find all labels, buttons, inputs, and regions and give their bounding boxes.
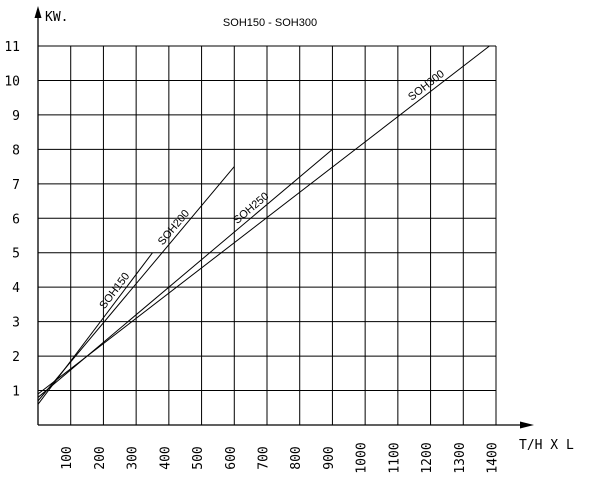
- y-axis-arrow: [34, 6, 42, 18]
- y-tick-label-8: 8: [12, 143, 20, 158]
- x-tick-label-500: 500: [191, 446, 206, 469]
- x-tick-label-100: 100: [60, 446, 75, 469]
- x-axis-arrow: [520, 421, 534, 429]
- tick-labels: 1 2 3 4 5 6 7 8 9 10 11 100 200 300 400 500 600 700 800 900…: [4, 40, 500, 474]
- x-tick-label-1100: 1100: [387, 442, 402, 473]
- series-label-soh200: SOH200: [156, 208, 192, 248]
- grid: [38, 45, 497, 425]
- x-tick-label-1200: 1200: [420, 442, 435, 473]
- series-label-soh150: SOH150: [97, 271, 132, 312]
- x-tick-label-600: 600: [224, 446, 239, 469]
- series-label-soh250: SOH250: [231, 190, 271, 226]
- y-tick-label-7: 7: [12, 178, 20, 193]
- y-tick-label-9: 9: [12, 109, 20, 124]
- x-tick-label-900: 900: [322, 446, 337, 469]
- x-tick-label-300: 300: [126, 446, 141, 469]
- y-tick-label-3: 3: [12, 316, 20, 331]
- y-tick-label-4: 4: [12, 281, 20, 296]
- y-axis-label: KW.: [45, 10, 68, 25]
- y-tick-label-1: 1: [12, 385, 20, 400]
- y-tick-label-11: 11: [4, 40, 20, 55]
- labels: SOH150 - SOH300 KW. T/H X L: [45, 10, 574, 453]
- y-tick-label-2: 2: [12, 350, 20, 365]
- chart-title: SOH150 - SOH300: [223, 17, 317, 29]
- series-line-soh300: [37, 45, 490, 395]
- x-tick-label-1300: 1300: [453, 442, 468, 473]
- series-lines: SOH150 SOH200 SOH250 SOH300: [37, 45, 490, 405]
- axes: [34, 6, 534, 429]
- series-label-soh300: SOH300: [406, 68, 447, 103]
- x-tick-label-400: 400: [158, 446, 173, 469]
- x-axis-label: T/H X L: [519, 438, 574, 453]
- y-tick-label-10: 10: [4, 74, 20, 89]
- x-tick-label-1400: 1400: [486, 442, 501, 473]
- x-tick-label-200: 200: [93, 446, 108, 469]
- series-line-soh150: [37, 252, 153, 405]
- y-tick-label-6: 6: [12, 212, 20, 227]
- x-tick-label-800: 800: [289, 446, 304, 469]
- y-tick-label-5: 5: [12, 247, 20, 262]
- series-line-soh200: [37, 166, 235, 402]
- x-tick-label-1000: 1000: [355, 442, 370, 473]
- x-tick-label-700: 700: [257, 446, 272, 469]
